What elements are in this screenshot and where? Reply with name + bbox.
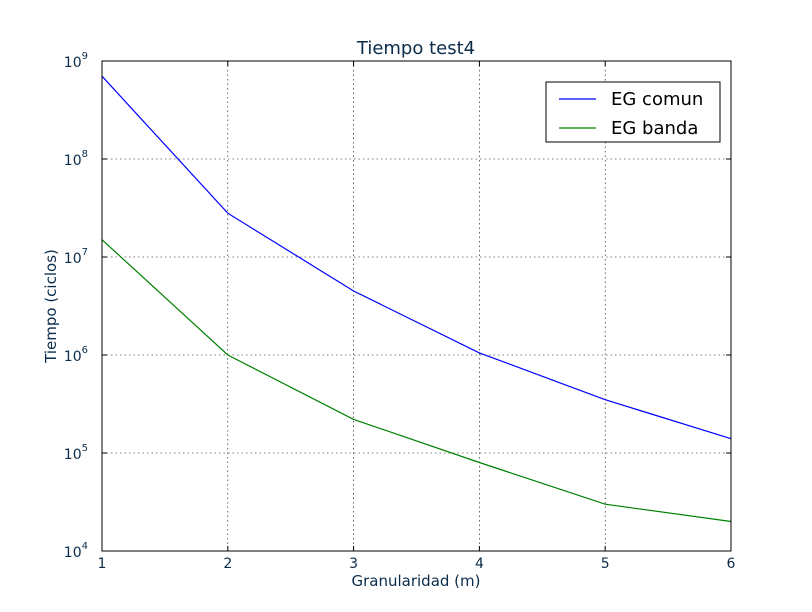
x-tick-label: 4 [475,556,484,572]
series-line-2 [101,239,732,523]
x-tick-label: 3 [349,556,358,572]
x-tick-label: 6 [727,556,736,572]
chart-title: Tiempo test4 [356,38,475,59]
series-lines [101,75,732,523]
x-tick-labels: 1 2 3 4 5 6 [98,556,736,572]
series-line-1 [101,75,732,440]
grid-lines [102,61,731,551]
legend-label-2: EG banda [611,118,698,139]
x-axis-title: Granularidad (m) [351,572,480,590]
legend-box [545,81,721,143]
plot-frame [101,60,732,552]
y-tick-label: 108 [64,149,88,169]
legend: EG comun EG banda [545,81,721,143]
y-tick-labels: 104 105 106 107 108 109 [64,51,88,561]
y-tick-label: 107 [64,247,88,267]
x-tick-label: 5 [601,556,610,572]
legend-label-1: EG comun [611,89,703,110]
y-tick-label: 109 [64,51,88,71]
y-axis-title: Tiempo (ciclos) [42,249,60,364]
x-tick-label: 1 [98,556,107,572]
y-tick-label: 105 [64,443,88,463]
x-tick-label: 2 [223,556,232,572]
y-tick-label: 104 [64,541,88,561]
y-tick-label: 106 [64,345,88,365]
